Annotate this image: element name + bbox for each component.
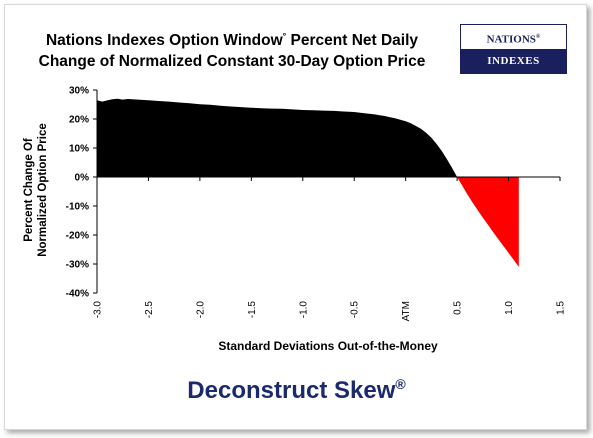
positive-area-series: [97, 98, 458, 177]
title-line2: Change of Normalized Constant 30-Day Opt…: [38, 53, 426, 70]
x-tick-label: -0.5: [350, 301, 361, 319]
y-tick-label: 0%: [75, 173, 90, 184]
y-tick-label: 10%: [69, 144, 89, 155]
logo-indexes-text: INDEXES: [487, 55, 540, 67]
nations-indexes-logo: NATIONS® INDEXES: [460, 24, 567, 74]
y-tick-label: -40%: [66, 289, 89, 300]
x-tick-label: 1.5: [556, 301, 567, 315]
x-tick-label: 1.0: [504, 301, 515, 315]
chart-title: Nations Indexes Option Window° Percent N…: [14, 30, 450, 72]
x-axis-label: Standard Deviations Out-of-the-Money: [218, 339, 438, 353]
chart-areas: [97, 98, 519, 267]
title-degree-mark: °: [282, 30, 287, 41]
x-tick-label: 0.5: [453, 301, 464, 315]
logo-bottom-band: INDEXES: [461, 49, 566, 73]
negative-area-series: [457, 177, 519, 267]
chart-axes: [96, 90, 560, 293]
x-tick-label: -1.0: [298, 301, 309, 319]
logo-reg-mark: ®: [535, 34, 541, 40]
x-tick-label: -3.0: [93, 301, 104, 319]
chart-ticks: 30% 20% 10% 0% -10% -20% -30% -40% -3.0 -2.5 -2.0 -…: [66, 86, 567, 322]
x-tick-label: ATM: [401, 301, 412, 321]
y-axis-label-line2: Normalized Option Price: [37, 123, 49, 257]
y-tick-label: -30%: [66, 260, 89, 271]
deconstruct-skew-footer: Deconstruct Skew®: [0, 376, 593, 405]
title-line1: Nations Indexes Option Window: [45, 32, 283, 49]
logo-top-band: NATIONS®: [461, 25, 566, 49]
x-tick-label: -1.5: [247, 301, 258, 319]
x-tick-label: -2.5: [144, 301, 155, 319]
footer-reg-mark: ®: [395, 376, 406, 392]
y-tick-label: -20%: [66, 231, 89, 242]
logo-nations-text: NATIONS: [486, 33, 536, 46]
footer-text: Deconstruct Skew: [187, 377, 396, 404]
x-tick-label: -2.0: [195, 301, 206, 319]
y-tick-label: 30%: [69, 86, 89, 97]
y-axis-label-line1: Percent Change Of: [23, 138, 35, 242]
y-tick-label: -10%: [66, 202, 89, 213]
title-line1-rest: Percent Net Daily: [286, 32, 419, 49]
y-tick-label: 20%: [69, 115, 89, 126]
